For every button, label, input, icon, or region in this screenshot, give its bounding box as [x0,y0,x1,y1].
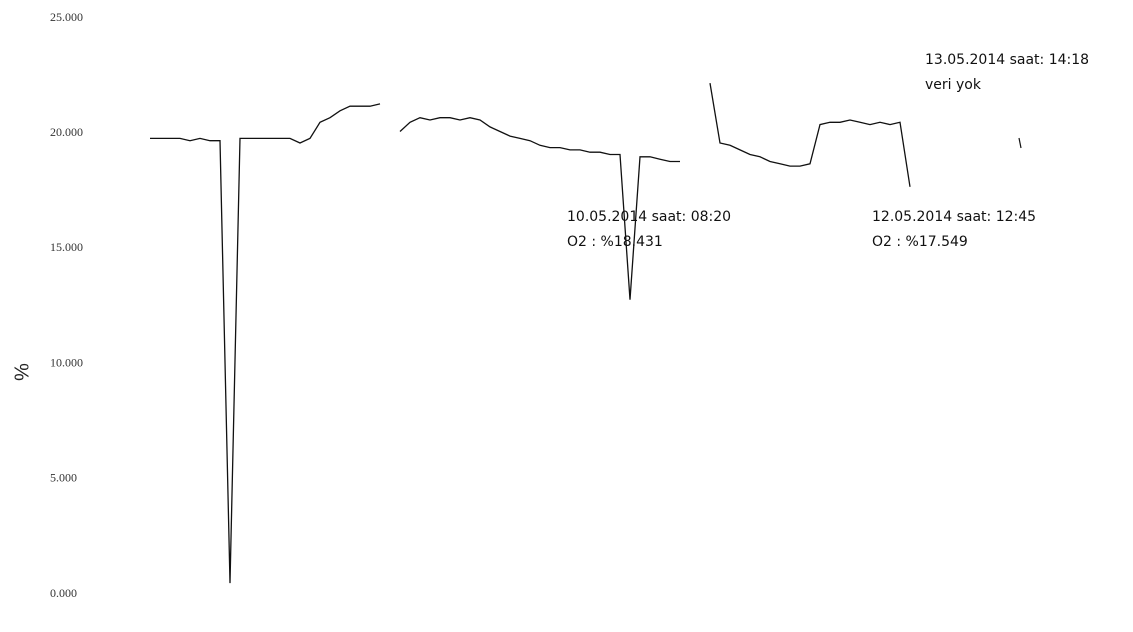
y-tick-label: 25.000 [50,10,83,24]
y-tick-label: 5.000 [50,471,77,485]
annotation: 13.05.2014 saat: 14:18 [925,52,1089,68]
y-tick-label: 15.000 [50,240,83,254]
line-point [1018,137,1022,149]
annotation: 10.05.2014 saat: 08:20 [567,209,731,225]
line-series [709,82,911,187]
annotation: veri yok [925,77,982,93]
annotation: O2 : %18.431 [567,234,663,250]
line-series [399,117,680,300]
annotation: O2 : %17.549 [872,234,968,250]
y-tick-label: 0.000 [50,586,77,600]
y-axis-label: % [10,363,32,381]
y-tick-label: 10.000 [50,355,83,369]
annotation: 12.05.2014 saat: 12:45 [872,209,1036,225]
y-tick-label: 20.000 [50,125,83,139]
line-series [150,103,381,584]
